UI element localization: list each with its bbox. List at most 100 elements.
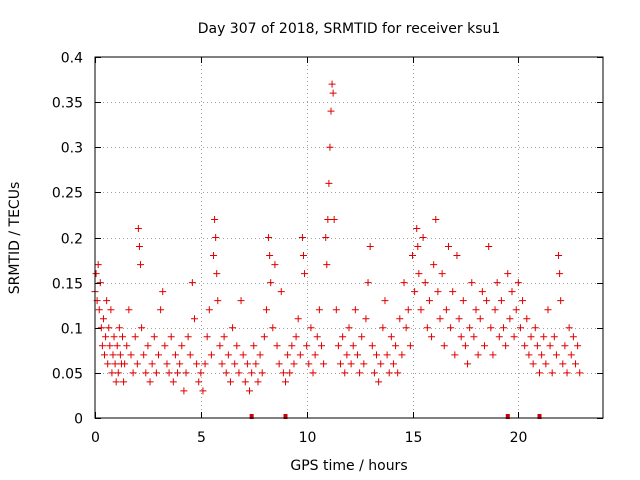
data-point <box>538 351 546 359</box>
data-point <box>349 342 357 350</box>
data-point <box>519 297 527 305</box>
data-point <box>457 333 465 341</box>
data-point <box>106 342 114 350</box>
data-point <box>428 333 436 341</box>
data-point <box>466 324 474 332</box>
data-point <box>341 369 349 377</box>
data-point <box>497 297 505 305</box>
y-tick-label: 0.3 <box>61 141 83 157</box>
data-point <box>94 261 102 269</box>
data-point <box>171 351 179 359</box>
data-point <box>210 252 218 260</box>
data-point <box>294 315 302 323</box>
data-point <box>419 234 427 241</box>
data-point <box>186 351 194 359</box>
data-point <box>574 342 582 350</box>
data-point <box>404 306 412 314</box>
data-point <box>265 234 273 241</box>
data-point <box>307 324 315 332</box>
data-point <box>326 143 334 151</box>
data-point <box>360 360 368 368</box>
data-point <box>279 369 287 377</box>
data-point <box>109 351 117 359</box>
data-point <box>277 288 285 296</box>
data-point <box>531 324 539 332</box>
data-point <box>226 378 234 386</box>
data-point <box>323 261 331 269</box>
data-point <box>96 279 104 287</box>
data-point <box>320 360 328 368</box>
data-point <box>406 342 414 350</box>
data-point <box>468 279 476 287</box>
data-point <box>146 378 154 386</box>
data-point <box>110 333 118 341</box>
data-point <box>114 369 122 377</box>
data-point <box>299 252 307 260</box>
data-point <box>258 369 266 377</box>
data-point <box>101 351 109 359</box>
data-point <box>290 360 298 368</box>
data-point <box>480 342 488 350</box>
data-point <box>150 333 158 341</box>
data-point <box>134 224 142 232</box>
data-point <box>413 224 421 232</box>
data-point <box>174 369 182 377</box>
data-point <box>550 333 558 341</box>
data-point <box>271 261 279 269</box>
data-point <box>324 215 332 223</box>
data-point <box>120 378 128 386</box>
data-point <box>155 351 162 359</box>
data-point <box>129 369 137 377</box>
data-point <box>447 324 455 332</box>
data-point <box>309 369 317 377</box>
y-tick-label: 0.05 <box>52 367 83 383</box>
data-point <box>311 351 319 359</box>
data-point <box>169 378 177 386</box>
data-point <box>402 324 410 332</box>
data-point <box>157 306 165 314</box>
data-point <box>476 315 484 323</box>
data-point <box>381 297 389 305</box>
data-point <box>493 279 501 287</box>
data-point <box>123 342 131 350</box>
data-point <box>500 324 508 332</box>
data-point <box>523 315 531 323</box>
data-point <box>542 360 550 368</box>
data-point <box>301 270 309 278</box>
data-point <box>525 351 533 359</box>
data-point <box>330 215 338 223</box>
data-point <box>343 351 351 359</box>
data-point <box>552 351 560 359</box>
data-point <box>383 351 391 359</box>
data-point <box>211 215 219 223</box>
data-point <box>195 378 203 386</box>
data-point <box>112 378 120 386</box>
flags-layer <box>249 414 542 419</box>
data-point <box>540 333 548 341</box>
x-tick-label: 20 <box>510 430 528 446</box>
data-point <box>483 297 491 305</box>
data-point <box>504 270 512 278</box>
data-point <box>317 342 325 350</box>
data-point <box>161 342 169 350</box>
data-point <box>546 342 554 350</box>
data-point <box>214 297 222 305</box>
data-point <box>121 360 129 368</box>
data-point <box>254 378 262 386</box>
data-point <box>222 369 230 377</box>
data-point <box>113 342 121 350</box>
data-point <box>127 351 135 359</box>
data-point <box>104 360 112 368</box>
y-tick-label: 0.15 <box>52 277 83 293</box>
data-point <box>325 179 333 187</box>
data-point <box>303 342 311 350</box>
data-point <box>512 306 520 314</box>
data-point <box>115 324 123 332</box>
data-point <box>502 342 510 350</box>
data-point <box>212 234 220 241</box>
y-tick-label: 0.2 <box>61 232 83 248</box>
data-point <box>92 270 100 278</box>
flag-marker <box>537 414 542 419</box>
data-point <box>237 297 245 305</box>
data-point <box>107 306 115 314</box>
